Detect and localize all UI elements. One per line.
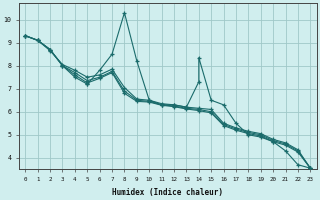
X-axis label: Humidex (Indice chaleur): Humidex (Indice chaleur): [112, 188, 223, 197]
